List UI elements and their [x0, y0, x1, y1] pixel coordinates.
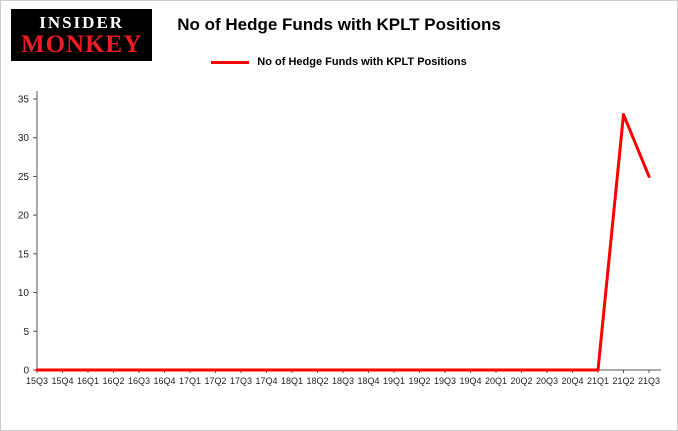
x-tick-label: 18Q3	[332, 376, 354, 386]
legend-label: No of Hedge Funds with KPLT Positions	[257, 56, 467, 68]
y-tick-label: 5	[23, 327, 29, 338]
x-tick-label: 17Q4	[255, 376, 277, 386]
x-tick-label: 21Q3	[638, 376, 660, 386]
x-tick-label: 16Q4	[153, 376, 175, 386]
line-chart: 0 5 10 15 20 25 30 35 15Q3 15Q4 16Q1 16Q2 16Q3 16Q4 17…	[1, 85, 677, 430]
x-tick-label: 16Q3	[128, 376, 150, 386]
x-tick-label: 20Q2	[510, 376, 532, 386]
y-tick-label: 0	[23, 366, 29, 377]
insider-monkey-logo: INSIDER MONKEY	[11, 9, 153, 62]
x-tick-label: 17Q3	[230, 376, 252, 386]
x-tick-label: 19Q1	[383, 376, 405, 386]
series-line-kplt	[35, 112, 651, 372]
x-tick-label: 18Q1	[281, 376, 303, 386]
x-tick-label: 19Q4	[459, 376, 481, 386]
x-tick-label: 20Q3	[536, 376, 558, 386]
x-tick-label: 15Q4	[51, 376, 73, 386]
y-tick-label: 30	[18, 133, 30, 144]
x-tick-label: 20Q1	[485, 376, 507, 386]
x-tick-label: 17Q1	[179, 376, 201, 386]
y-tick-label: 15	[18, 249, 30, 260]
chart-svg: 0 5 10 15 20 25 30 35 15Q3 15Q4 16Q1 16Q2 16Q3 16Q4 17…	[18, 91, 661, 386]
y-tick-label: 10	[18, 288, 30, 299]
y-tick-label: 20	[18, 211, 30, 222]
logo-text-monkey: MONKEY	[21, 30, 143, 58]
x-tick-label: 20Q4	[561, 376, 583, 386]
x-tick-label: 19Q2	[408, 376, 430, 386]
x-tick-label: 21Q2	[612, 376, 634, 386]
y-tick-label: 25	[18, 172, 30, 183]
x-tick-label: 16Q1	[77, 376, 99, 386]
x-tick-label: 17Q2	[204, 376, 226, 386]
x-tick-label: 18Q2	[306, 376, 328, 386]
y-tick-label: 35	[18, 95, 30, 106]
x-tick-label: 18Q4	[357, 376, 379, 386]
x-tick-label: 15Q3	[26, 376, 48, 386]
x-tick-label: 21Q1	[587, 376, 609, 386]
legend-line-swatch	[211, 60, 250, 64]
logo-text-insider: INSIDER	[39, 13, 125, 32]
x-tick-label: 19Q3	[434, 376, 456, 386]
x-tick-label: 16Q2	[102, 376, 124, 386]
